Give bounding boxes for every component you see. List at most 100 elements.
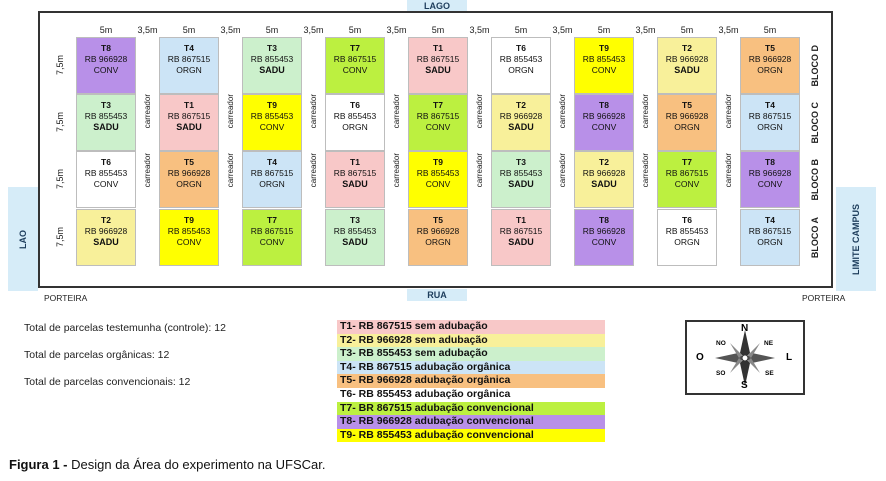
- plot-variety: RB 966928: [748, 54, 792, 64]
- plot-management: CONV: [425, 179, 451, 189]
- legend-item-t4: T4- RB 867515 adubação orgânica: [337, 360, 605, 375]
- col-width-label: 3,5m: [386, 25, 407, 35]
- col-width-label: 3,5m: [137, 25, 158, 35]
- compass-star-icon: [715, 330, 775, 386]
- plot-t2: T2 RB 966928 SADU: [491, 94, 551, 151]
- plot-variety: RB 867515: [748, 111, 792, 121]
- legend-item-t1: T1- RB 867515 sem adubação: [337, 320, 605, 334]
- block-label: BLOCO D: [810, 45, 820, 87]
- plot-t6: T6 RB 855453 CONV: [76, 151, 136, 208]
- plot-treatment: T5: [184, 157, 194, 167]
- plot-management: SADU: [259, 65, 285, 75]
- col-width-label: 3,5m: [469, 25, 490, 35]
- plot-management: ORGN: [757, 122, 783, 132]
- plot-variety: RB 966928: [665, 54, 709, 64]
- plot-treatment: T6: [101, 157, 111, 167]
- plot-treatment: T3: [267, 43, 277, 53]
- plot-management: CONV: [93, 65, 119, 75]
- col-width-label: 3,5m: [718, 25, 739, 35]
- plot-treatment: T9: [433, 157, 443, 167]
- col-width-label: 5m: [431, 25, 445, 35]
- carreador-label: carreador: [724, 153, 733, 188]
- plot-variety: RB 966928: [582, 168, 626, 178]
- carreador-label: carreador: [475, 94, 484, 129]
- carreador-label: carreador: [558, 94, 567, 129]
- plot-management: CONV: [591, 122, 617, 132]
- plot-treatment: T4: [184, 43, 194, 53]
- plot-treatment: T3: [350, 215, 360, 225]
- plot-treatment: T8: [765, 157, 775, 167]
- plot-management: SADU: [591, 179, 617, 189]
- plot-variety: RB 867515: [167, 54, 211, 64]
- plot-variety: RB 966928: [499, 111, 543, 121]
- plot-management: CONV: [259, 122, 285, 132]
- plot-variety: RB 966928: [665, 111, 709, 121]
- legend-item-t6: T6- RB 855453 adubação orgânica: [337, 388, 605, 402]
- plot-variety: RB 966928: [582, 111, 626, 121]
- carreador-label: carreador: [641, 153, 650, 188]
- plot-t8: T8 RB 966928 CONV: [574, 94, 634, 151]
- plot-treatment: T7: [682, 157, 692, 167]
- plot-treatment: T2: [101, 215, 111, 225]
- plot-t4: T4 RB 867515 ORGN: [159, 37, 219, 94]
- plot-t8: T8 RB 966928 CONV: [740, 151, 800, 208]
- col-width-label: 3,5m: [303, 25, 324, 35]
- plot-management: SADU: [342, 179, 368, 189]
- row-height-label: 7,5m: [55, 227, 65, 248]
- plot-management: ORGN: [674, 237, 700, 247]
- plot-variety: RB 855453: [582, 54, 626, 64]
- plot-t1: T1 RB 867515 SADU: [491, 209, 551, 266]
- plot-management: ORGN: [425, 237, 451, 247]
- carreador-label: carreador: [475, 153, 484, 188]
- plot-t7: T7 RB 867515 CONV: [408, 94, 468, 151]
- col-width-label: 3,5m: [635, 25, 656, 35]
- plot-treatment: T1: [433, 43, 443, 53]
- plot-variety: RB 855453: [84, 168, 128, 178]
- carreador-label: carreador: [558, 153, 567, 188]
- plot-variety: RB 855453: [499, 54, 543, 64]
- plot-treatment: T8: [599, 215, 609, 225]
- plot-t3: T3 RB 855453 SADU: [242, 37, 302, 94]
- plot-t6: T6 RB 855453 ORGN: [325, 94, 385, 151]
- carreador-label: carreador: [392, 94, 401, 129]
- plot-t4: T4 RB 867515 ORGN: [740, 94, 800, 151]
- plot-variety: RB 855453: [167, 226, 211, 236]
- plot-t2: T2 RB 966928 SADU: [657, 37, 717, 94]
- col-width-label: 5m: [99, 25, 113, 35]
- col-width-label: 5m: [763, 25, 777, 35]
- plot-treatment: T6: [682, 215, 692, 225]
- plot-treatment: T5: [433, 215, 443, 225]
- plot-treatment: T5: [765, 43, 775, 53]
- plot-t9: T9 RB 855453 CONV: [242, 94, 302, 151]
- plot-t4: T4 RB 867515 ORGN: [242, 151, 302, 208]
- plot-t5: T5 RB 966928 ORGN: [159, 151, 219, 208]
- plot-variety: RB 966928: [167, 168, 211, 178]
- plot-management: CONV: [259, 237, 285, 247]
- block-label: BLOCO C: [810, 102, 820, 144]
- plot-variety: RB 966928: [416, 226, 460, 236]
- plot-management: CONV: [757, 179, 783, 189]
- plot-variety: RB 855453: [499, 168, 543, 178]
- plot-management: ORGN: [342, 122, 368, 132]
- row-height-label: 7,5m: [55, 112, 65, 133]
- plot-treatment: T2: [599, 157, 609, 167]
- plot-treatment: T4: [267, 157, 277, 167]
- plot-t7: T7 RB 867515 CONV: [325, 37, 385, 94]
- plot-variety: RB 867515: [416, 54, 460, 64]
- plot-treatment: T7: [267, 215, 277, 225]
- plot-variety: RB 867515: [167, 111, 211, 121]
- plot-management: ORGN: [674, 122, 700, 132]
- plot-management: SADU: [508, 179, 534, 189]
- plot-treatment: T8: [599, 100, 609, 110]
- plot-t1: T1 RB 867515 SADU: [325, 151, 385, 208]
- plot-t1: T1 RB 867515 SADU: [408, 37, 468, 94]
- total-organicas: Total de parcelas orgânicas: 12: [24, 349, 170, 361]
- plot-variety: RB 966928: [84, 54, 128, 64]
- plot-treatment: T8: [101, 43, 111, 53]
- carreador-label: carreador: [143, 153, 152, 188]
- plot-t9: T9 RB 855453 CONV: [159, 209, 219, 266]
- plot-management: SADU: [176, 122, 202, 132]
- block-label: BLOCO B: [810, 159, 820, 201]
- col-width-label: 5m: [514, 25, 528, 35]
- carreador-label: carreador: [641, 94, 650, 129]
